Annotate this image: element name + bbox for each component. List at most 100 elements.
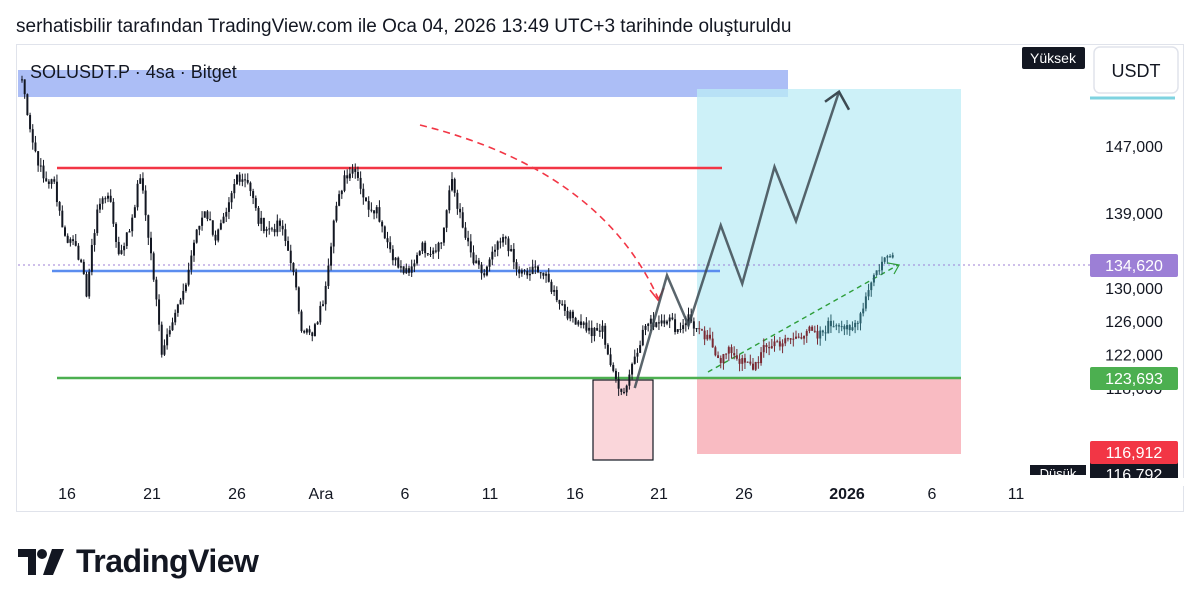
candle-body [776,341,779,343]
candle-body [746,361,749,363]
candle-body [279,220,281,226]
candle-body [512,248,515,263]
candle-body [50,179,53,184]
candle-body [448,190,451,211]
candle-body [633,356,636,364]
candle-body [55,181,58,203]
candle-body [547,273,550,282]
stop-price-tag[interactable]: 116,912 [1090,441,1178,464]
candle-body [117,241,120,254]
candle-body [96,209,99,234]
candle-body [82,261,85,275]
candle-body [561,303,564,305]
candle-body [477,260,480,265]
last-price-tag[interactable]: 134,620 [1090,254,1178,277]
candle-body [606,344,609,355]
candle-body [679,329,682,331]
x-tick-label: Ara [309,486,334,503]
candle-body [870,282,873,291]
currency-button[interactable]: USDT [1093,46,1179,94]
candle-body [813,330,816,332]
candle-body [367,201,370,210]
candle-body [770,346,773,349]
candle-body [585,322,588,331]
candle-body [184,284,187,291]
candle-body [233,183,236,194]
candle-body [322,304,324,306]
candle-body [359,177,362,189]
candle-body [249,182,252,192]
candle-body [864,296,867,309]
entry-price-tag[interactable]: 123,693 [1090,367,1178,390]
candle-body [523,270,526,272]
candle-body [846,325,849,330]
candle-body [856,322,859,324]
trend-arrow-head [887,262,900,275]
price-chart[interactable]: SOLUSDT.P · 4sa · Bitget 16 21 26 Ara 6 11 16 2… [0,0,1200,520]
candle-body [171,322,174,331]
candle-body [445,210,448,228]
candle-body [195,229,198,243]
candle-body [150,237,152,254]
candle-body [805,331,808,336]
candle-body [881,261,883,271]
candle-body [601,325,604,332]
candle-body [531,266,534,274]
candle-body [408,268,410,273]
candle-body [303,330,306,333]
candle-body [193,242,195,256]
candle-body [598,330,601,332]
candle-body [26,94,29,116]
entry-price-label: 123,693 [1105,371,1163,388]
candle-body [609,354,612,365]
y-tick-label: 139,000 [1105,206,1163,223]
candle-body [244,179,247,181]
candle-body [835,325,838,327]
candle-body [886,256,889,258]
candle-body [687,314,690,324]
candle-body [789,338,792,340]
candle-body [480,264,483,274]
candle-body [641,329,644,346]
candle-body [797,336,800,338]
candle-body [332,220,335,247]
candle-body [182,290,185,300]
x-tick-label: 11 [482,486,499,503]
candle-body [735,355,738,359]
candle-body [727,347,730,354]
candle-body [464,227,467,238]
candle-body [69,239,72,243]
candle-body [872,275,875,283]
candle-body [577,321,580,325]
candle-body [362,188,365,198]
candle-body [168,330,171,335]
chart-frame[interactable] [16,44,1184,512]
candle-body [657,322,660,324]
candle-body [832,326,835,328]
stop-loss-zone [697,379,961,454]
candle-body [625,385,628,393]
candle-body [45,178,48,182]
high-tag[interactable]: Yüksek [1022,47,1085,69]
candle-body [416,255,419,264]
candle-body [491,251,494,260]
candle-body [510,248,513,252]
candle-body [104,198,107,200]
candle-body [590,327,593,337]
candle-body [695,328,698,330]
candle-body [93,233,96,245]
tradingview-logo[interactable]: TradingView [18,543,259,580]
symbol-label: SOLUSDT.P · 4sa · Bitget [30,62,237,82]
y-tick-label: 126,000 [1105,314,1163,331]
candle-body [297,287,300,312]
candle-body [792,338,795,340]
candle-body [730,347,733,354]
candle-body [741,358,744,364]
candle-body [891,255,894,258]
candle-body [308,329,311,333]
candle-body [840,326,843,328]
candle-body [72,239,75,242]
candle-body [800,337,803,339]
candle-body [260,217,263,224]
candle-body [875,270,878,276]
